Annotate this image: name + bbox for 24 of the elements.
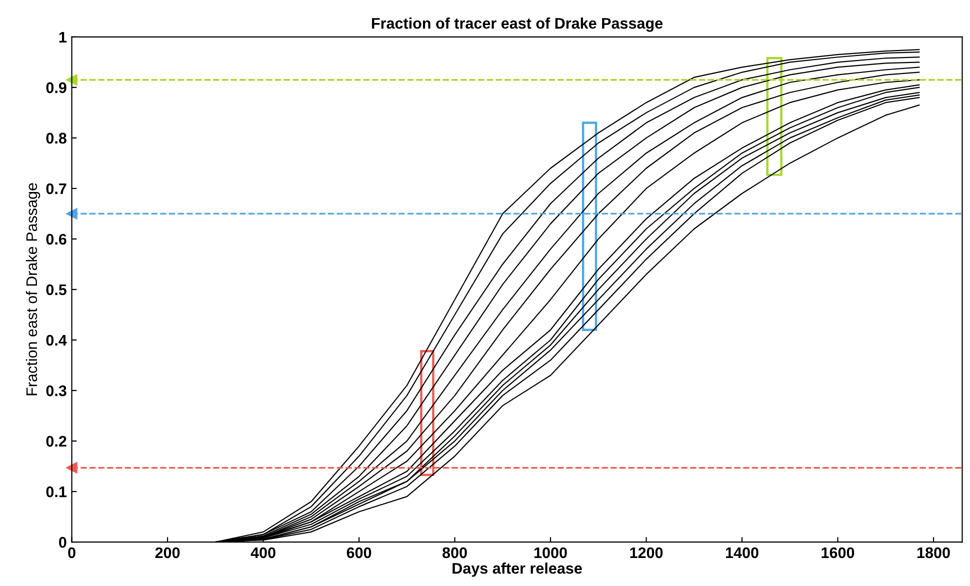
y-tick-label: 0.9 (46, 82, 66, 94)
x-tick-label: 400 (250, 547, 276, 558)
y-tick-label: 0.5 (46, 284, 66, 296)
x-tick-label: 600 (346, 547, 372, 558)
y-tick-label: 0.6 (46, 234, 66, 245)
y-tick-label: 0.1 (46, 486, 66, 498)
x-axis-title: Days after release (452, 562, 582, 577)
y-tick-label: 0.7 (46, 183, 66, 194)
y-tick-label: 0.3 (46, 385, 66, 396)
x-tick-label: 800 (442, 547, 467, 558)
x-tick-label: 0 (68, 547, 76, 558)
x-tick-label: 1000 (534, 547, 567, 558)
y-tick-label: 0.4 (46, 334, 67, 346)
y-tick-label: 1 (59, 32, 66, 42)
y-tick-label: 0.2 (46, 436, 66, 447)
x-tick-label: 1800 (917, 547, 950, 558)
x-tick-label: 1400 (726, 547, 758, 558)
y-tick-label: 0.8 (46, 132, 66, 144)
x-tick-label: 200 (155, 547, 180, 558)
y-tick-label: 0 (59, 536, 66, 548)
chart-title: Fraction of tracer east of Drake Passage (372, 18, 663, 32)
x-tick-label: 1200 (630, 547, 663, 558)
y-axis-title: Fraction east of Drake Passage (26, 183, 40, 396)
x-tick-label: 1600 (822, 547, 854, 558)
